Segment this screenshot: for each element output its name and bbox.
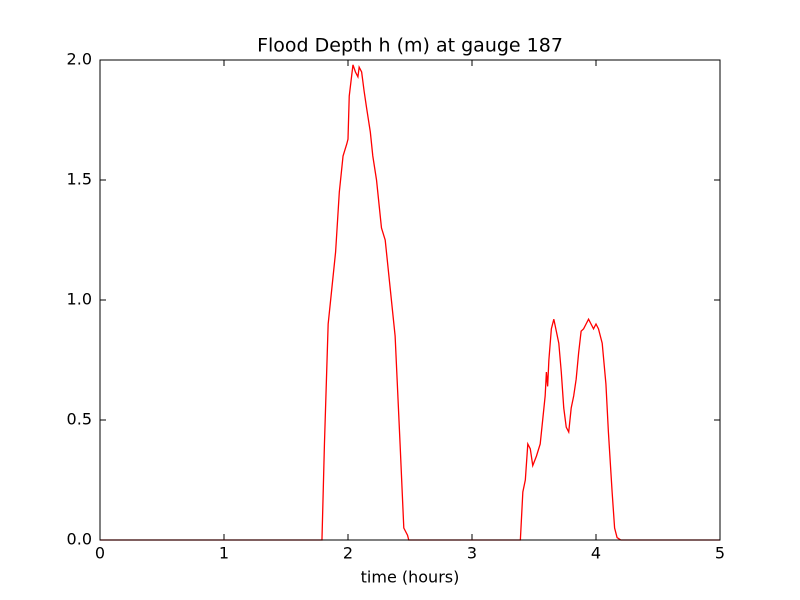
x-tick-label: 1 bbox=[219, 544, 229, 563]
x-tick-label: 0 bbox=[95, 544, 105, 563]
y-tick-label: 1.5 bbox=[67, 170, 92, 189]
y-tick-label: 0.0 bbox=[67, 530, 92, 549]
data-line bbox=[100, 64, 720, 541]
x-tick-label: 5 bbox=[715, 544, 725, 563]
chart-title: Flood Depth h (m) at gauge 187 bbox=[257, 35, 563, 57]
y-tick-label: 1.0 bbox=[67, 290, 92, 309]
plot-frame bbox=[99, 59, 721, 541]
x-tick-label: 2 bbox=[343, 544, 353, 563]
y-tick-label: 2.0 bbox=[67, 50, 92, 69]
x-tick-label: 4 bbox=[591, 544, 601, 563]
x-tick-label: 3 bbox=[467, 544, 477, 563]
y-tick-label: 0.5 bbox=[67, 410, 92, 429]
x-axis-label: time (hours) bbox=[361, 568, 460, 587]
